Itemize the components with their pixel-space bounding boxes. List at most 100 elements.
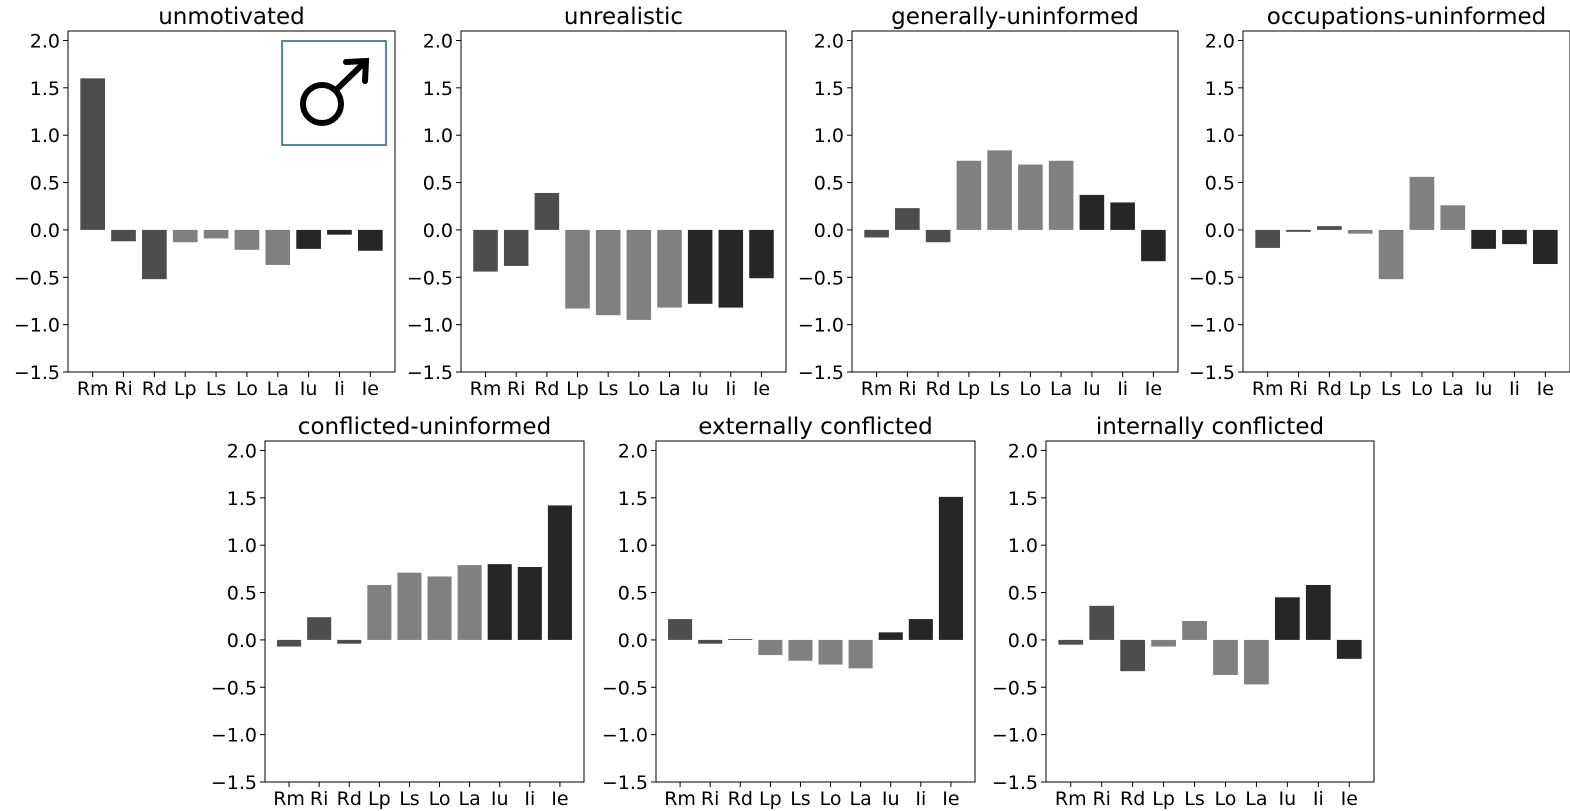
axes-frame — [655, 440, 976, 783]
x-tick-label: Rm — [77, 378, 109, 400]
bar-la — [265, 229, 291, 265]
male-symbol-circle — [300, 82, 344, 126]
bar-ri — [1286, 229, 1311, 232]
x-tick-label: Rd — [728, 788, 753, 810]
subplot-title: unmotivated — [158, 4, 305, 30]
x-tick-label: Rm — [861, 378, 893, 400]
x-tick-label: Lo — [236, 378, 258, 400]
y-tick-label: −1.5 — [602, 772, 648, 794]
bar-lo — [1409, 176, 1435, 230]
bar-ie — [1336, 639, 1362, 659]
bar-rm — [80, 78, 106, 230]
x-tick-label: Rm — [1055, 788, 1087, 810]
x-tick-label: Lp — [566, 378, 589, 400]
x-tick-label: La — [1245, 788, 1267, 810]
bar-ri — [1089, 605, 1115, 640]
bar-rd — [925, 229, 951, 243]
y-tick-label: 0.0 — [618, 630, 648, 652]
x-tick-label: Rm — [1252, 378, 1284, 400]
bar-ie — [1141, 229, 1166, 262]
axes-frame — [1045, 440, 1375, 783]
bar-la — [1048, 160, 1074, 230]
bar-ri — [698, 639, 723, 644]
y-tick-label: 1.5 — [1205, 78, 1235, 100]
y-tick-label: −1.5 — [798, 362, 844, 384]
subplot-title: unrealistic — [564, 4, 683, 30]
x-tick-label: Ii — [725, 378, 736, 400]
bar-ls — [397, 572, 422, 640]
x-tick-label: Ii — [915, 788, 926, 810]
x-tick-label: Ie — [1341, 788, 1358, 810]
axes-frame — [851, 30, 1179, 373]
y-tick-label: −1.0 — [798, 315, 844, 337]
bar-ii — [327, 229, 352, 235]
x-tick-label: La — [267, 378, 289, 400]
bar-lp — [956, 160, 982, 230]
y-tick-label: 2.0 — [30, 30, 60, 52]
bar-rm — [668, 619, 693, 640]
subplot-title: externally conflicted — [698, 414, 933, 440]
x-tick-label: Iu — [1279, 788, 1297, 810]
x-tick-label: Ie — [753, 378, 770, 400]
x-tick-label: Ri — [507, 378, 525, 400]
y-tick-label: 1.0 — [30, 125, 60, 147]
bar-rd — [1317, 226, 1342, 230]
x-tick-label: Rd — [925, 378, 950, 400]
bar-la — [657, 229, 682, 308]
bar-lp — [565, 229, 590, 309]
x-tick-label: Lo — [1215, 788, 1237, 810]
bar-ls — [1182, 620, 1207, 640]
x-tick-label: Lo — [820, 788, 842, 810]
x-tick-label: Lp — [1152, 788, 1175, 810]
bar-la — [1440, 205, 1466, 230]
y-tick-label: 0.5 — [423, 173, 453, 195]
x-tick-label: Iu — [1475, 378, 1493, 400]
y-tick-label: 1.0 — [423, 125, 453, 147]
subplot-title: conflicted-uninformed — [298, 414, 551, 440]
bar-ii — [1305, 584, 1331, 640]
x-tick-label: Lp — [368, 788, 391, 810]
x-tick-label: Lp — [1349, 378, 1372, 400]
x-tick-label: Ii — [1509, 378, 1520, 400]
bar-lp — [1347, 229, 1373, 234]
y-tick-label: 1.0 — [227, 535, 257, 557]
y-tick-label: 2.0 — [618, 440, 648, 462]
bar-ls — [788, 639, 813, 661]
bar-rd — [337, 639, 362, 644]
x-tick-label: Lp — [174, 378, 197, 400]
x-tick-label: Ii — [1313, 788, 1324, 810]
y-tick-label: −1.0 — [602, 725, 648, 747]
y-tick-label: 0.5 — [30, 173, 60, 195]
y-tick-label: −1.0 — [14, 315, 60, 337]
y-tick-label: −0.5 — [798, 267, 844, 289]
x-tick-label: Ls — [1184, 788, 1204, 810]
y-tick-label: −0.5 — [14, 267, 60, 289]
bar-ls — [595, 229, 621, 316]
x-tick-label: Rm — [470, 378, 502, 400]
bar-ii — [1502, 229, 1527, 245]
x-tick-label: Ri — [898, 378, 916, 400]
y-tick-label: 1.5 — [618, 488, 648, 510]
subplot-2: Rm Ri Rd Lp Ls Lo La Iu Ii Ie 2.0 1.5 1.0 0.5 0.0 −0.5 −… — [407, 4, 787, 400]
male-symbol-arrow-head — [343, 57, 370, 84]
x-tick-label: Iu — [691, 378, 709, 400]
x-tick-label: Ii — [1117, 378, 1128, 400]
x-tick-label: Rd — [1317, 378, 1342, 400]
x-tick-label: Ie — [942, 788, 959, 810]
x-tick-label: Iu — [491, 788, 509, 810]
x-tick-label: Ii — [524, 788, 535, 810]
y-tick-label: −0.5 — [602, 677, 648, 699]
bar-iu — [487, 564, 512, 640]
x-tick-label: Rd — [337, 788, 362, 810]
bar-lo — [626, 229, 652, 320]
x-tick-label: Ri — [310, 788, 328, 810]
y-tick-label: 0.0 — [227, 630, 257, 652]
y-tick-label: 0.5 — [814, 173, 844, 195]
subplot-1: Rm Ri Rd Lp Ls Lo La Iu Ii Ie 2.0 1.5 1.0 0.5 0.0 −0.5 −… — [14, 4, 396, 400]
subplot-3: Rm Ri Rd Lp Ls Lo La Iu Ii Ie 2.0 1.5 1.0 0.5 0.0 −0.5 −… — [798, 4, 1179, 400]
axes-frame — [67, 30, 396, 373]
x-tick-label: La — [459, 788, 481, 810]
x-tick-label: La — [658, 378, 680, 400]
y-tick-label: −1.0 — [992, 725, 1038, 747]
y-tick-label: 0.0 — [30, 220, 60, 242]
